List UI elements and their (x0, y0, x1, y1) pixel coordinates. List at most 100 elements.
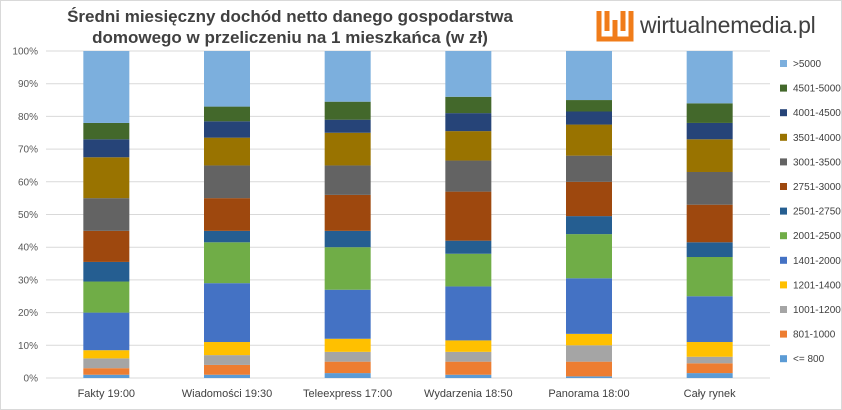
legend-label: 4501-5000 (793, 84, 841, 95)
bar-segment (566, 278, 612, 334)
bar-segment (566, 181, 612, 217)
wm-logo-mark-icon (596, 11, 634, 42)
y-axis-ticks: 0% 10% 20% 30% 40% 50% 60% 70% 80% 90% 100% (12, 47, 38, 385)
legend-label: 3001-3500 (793, 157, 841, 168)
legend-label: 3501-4000 (793, 133, 841, 144)
bar-segment (83, 230, 130, 262)
wm-logo-mark-path (596, 11, 634, 42)
legend-label: <= 800 (793, 354, 825, 365)
legend-swatch (780, 232, 787, 240)
x-category-label: Teleexpress 17:00 (303, 388, 392, 400)
y-tick-label: 50% (18, 210, 38, 221)
bar-segment (445, 253, 492, 287)
bar-segment (566, 234, 612, 279)
gridlines (46, 50, 770, 379)
x-axis-labels: Fakty 19:00 Wiadomości 19:30 Teleexpress 1… (78, 388, 737, 400)
bar-segment (445, 286, 492, 341)
chart-title-line-2: domowego w przeliczeniu na 1 mieszkańca … (92, 28, 488, 47)
legend-label: 1001-1200 (793, 305, 841, 316)
bar-segment (686, 342, 733, 357)
bar-segment (686, 242, 733, 258)
bar-segment (83, 122, 130, 140)
legend: >5000 4501-5000 4001-4500 3501-4000 3001-350… (780, 59, 841, 365)
y-tick-label: 0% (24, 374, 39, 385)
legend-swatch (780, 330, 787, 338)
bar-segment (204, 355, 250, 365)
y-tick-label: 80% (18, 112, 38, 123)
bar-segment (83, 51, 130, 123)
bar-segment (324, 165, 371, 195)
bars (83, 51, 733, 378)
bar-segment (324, 101, 371, 120)
bar-segment (686, 257, 733, 297)
legend-label: 2001-2500 (793, 231, 841, 242)
legend-label: 2751-3000 (793, 182, 841, 193)
legend-swatch (780, 183, 787, 190)
wirtualnemedia-logo: wirtualnemedia.pl (596, 8, 816, 42)
bar-segment (204, 242, 250, 284)
bar-segment (204, 364, 250, 375)
y-tick-label: 100% (12, 47, 38, 58)
bar-segment (83, 157, 130, 199)
legend-swatch (780, 256, 787, 264)
bar-segment (445, 191, 492, 241)
legend-swatch (780, 207, 787, 215)
bar-segment (566, 124, 612, 156)
bar-segment (566, 51, 612, 101)
bar-segment (445, 351, 492, 362)
bar-segment (686, 373, 733, 378)
bar-segment (686, 363, 733, 374)
bar-segment (686, 51, 733, 104)
bar-segment (686, 122, 733, 140)
bar-segment (204, 342, 250, 356)
bar-segment (83, 350, 130, 359)
bar-segment (83, 261, 130, 282)
bar-segment (686, 139, 733, 172)
bar-segment (445, 361, 492, 375)
y-tick-label: 70% (18, 145, 38, 156)
bar-segment (445, 240, 492, 254)
x-category-label: Fakty 19:00 (78, 388, 135, 400)
bar-segment (686, 296, 733, 343)
bar-segment (83, 139, 130, 158)
bar-segment (83, 358, 130, 369)
bar-segment (324, 230, 371, 248)
legend-swatch (780, 84, 787, 92)
legend-label: 1401-2000 (793, 256, 841, 267)
y-tick-label: 90% (18, 79, 38, 90)
bar-segment (445, 113, 492, 132)
bar-segment (204, 137, 250, 166)
bar-segment (83, 198, 130, 231)
bar-segment (445, 96, 492, 114)
bar-segment (686, 103, 733, 123)
bar-segment (324, 132, 371, 166)
bar-segment (324, 289, 371, 339)
y-tick-label: 10% (18, 341, 38, 352)
logo-text: wirtualnemedia.pl (640, 11, 816, 38)
bar-segment (324, 194, 371, 231)
bar-segment (83, 281, 130, 313)
bar-segment (324, 247, 371, 290)
x-category-label: Cały rynek (684, 388, 736, 400)
bar-segment (204, 283, 250, 343)
bar-segment (324, 361, 371, 374)
y-tick-label: 30% (18, 275, 38, 286)
bar-segment (686, 356, 733, 364)
bar-segment (324, 51, 371, 102)
legend-swatch (780, 60, 787, 67)
legend-swatch (780, 158, 787, 166)
bar-segment (204, 374, 250, 378)
x-category-label: Wydarzenia 18:50 (424, 388, 513, 400)
bar-segment (204, 121, 250, 138)
chart-title-line-1: Średni miesięczny dochód netto danego go… (67, 7, 513, 26)
bar-segment (204, 165, 250, 199)
bar-segment (204, 106, 250, 122)
bar-segment (445, 160, 492, 192)
bar-segment (566, 100, 612, 112)
bar-segment (204, 51, 250, 107)
bar-segment (204, 198, 250, 231)
bar-segment (566, 345, 612, 362)
y-tick-label: 40% (18, 243, 38, 254)
bar-segment (324, 338, 371, 352)
